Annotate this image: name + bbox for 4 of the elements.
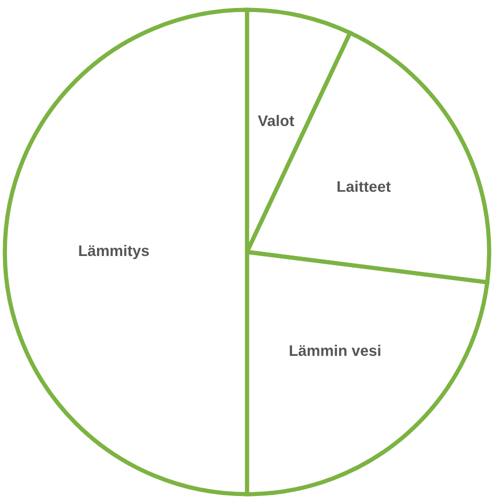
slice-label: Laitteet bbox=[338, 180, 391, 192]
slice-label: Lämmin vesi bbox=[290, 344, 380, 356]
slice-label: Valot bbox=[258, 114, 294, 126]
slice-label: Lämmitys bbox=[79, 244, 149, 260]
